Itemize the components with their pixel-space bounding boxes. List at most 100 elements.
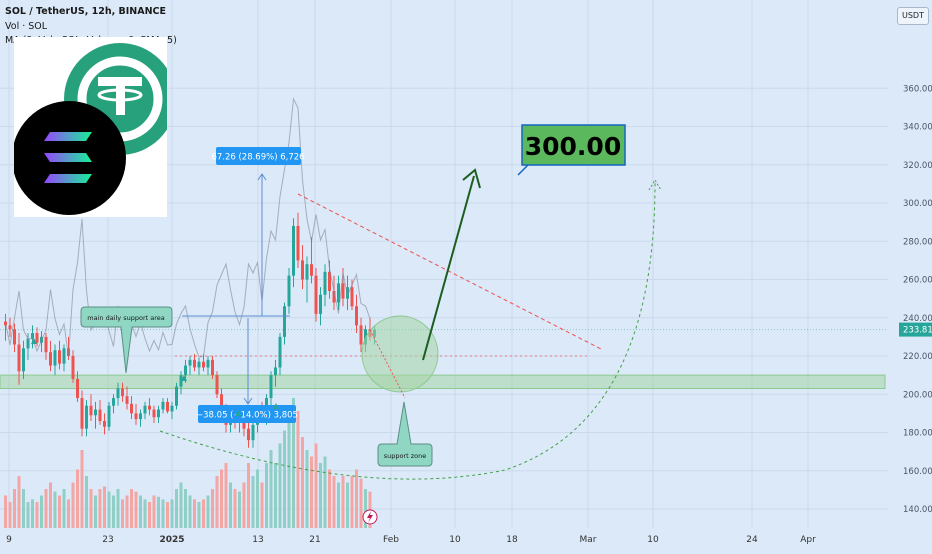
candle-body: [17, 344, 21, 372]
candle: [292, 218, 295, 288]
candle-body: [287, 275, 291, 307]
volume-bar: [58, 495, 61, 528]
candle-body: [143, 405, 147, 414]
candle-body: [211, 359, 214, 376]
logo-image: [14, 37, 167, 217]
measure-up-label: 67.26 (28.69%) 6,726: [211, 147, 305, 165]
volume-bar: [49, 482, 52, 528]
volume-bar: [67, 499, 70, 528]
volume-bar: [220, 469, 223, 528]
candle: [296, 212, 300, 269]
candle: [274, 359, 277, 387]
signal-marker: [181, 375, 187, 381]
volume-bar: [188, 495, 192, 528]
candle-body: [8, 325, 12, 330]
price-tick-label: 220.00: [903, 352, 932, 362]
volume-bar: [265, 463, 268, 528]
candle-body: [301, 260, 304, 280]
volume-bar: [184, 489, 187, 528]
volume-bar: [301, 437, 304, 528]
volume-bar: [53, 491, 57, 528]
signal-marker: [31, 338, 37, 344]
candle-body: [202, 361, 205, 368]
candle: [94, 401, 97, 429]
candle-body: [76, 378, 79, 399]
candle-body: [80, 398, 84, 429]
candle-body: [22, 348, 25, 372]
candle: [62, 344, 66, 372]
candle-body: [58, 350, 61, 364]
candle-body: [193, 359, 196, 368]
time-tick-label: 23: [102, 535, 113, 545]
volume-bar: [148, 502, 151, 528]
price-tick-label: 200.00: [903, 390, 932, 400]
candle: [130, 396, 133, 420]
candle-body: [116, 388, 120, 399]
volume-bar: [256, 469, 259, 528]
candle: [139, 409, 142, 427]
symbol-title[interactable]: SOL / TetherUS, 12h, BINANCE: [5, 6, 167, 17]
candle: [319, 287, 322, 326]
candle: [278, 333, 282, 376]
candle-body: [242, 419, 246, 429]
candle-body: [13, 329, 16, 345]
candle: [116, 382, 120, 406]
candle: [206, 356, 210, 376]
time-axis[interactable]: 9 23 2025 13 21 Feb 10 18 Mar 10 24 Apr: [6, 535, 816, 545]
candle-body: [364, 329, 367, 345]
candle-body: [152, 409, 156, 418]
candle-body: [170, 405, 174, 412]
volume-bar: [193, 499, 196, 528]
candle: [152, 405, 156, 423]
candle-body: [161, 401, 165, 410]
candle-body: [31, 333, 34, 339]
candle-body: [89, 405, 93, 416]
volume-bar: [89, 489, 93, 528]
candle-body: [71, 356, 75, 379]
volume-bar: [175, 489, 178, 528]
time-tick-label: 13: [252, 535, 263, 545]
volume-bar: [166, 502, 169, 528]
candle-body: [85, 405, 88, 429]
volume-bar: [364, 489, 367, 528]
signal-marker: [273, 403, 279, 409]
volume-bar: [355, 469, 358, 528]
volume-bar: [247, 463, 250, 528]
candle: [107, 401, 111, 431]
volume-bar: [238, 491, 241, 528]
candle-body: [184, 365, 187, 376]
candle: [148, 398, 151, 416]
candle-body: [296, 225, 300, 261]
currency-button[interactable]: USDT: [897, 7, 929, 25]
candle-body: [274, 367, 277, 376]
volume-bar: [157, 496, 160, 528]
time-tick-label: Mar: [580, 535, 597, 545]
candle: [269, 371, 273, 406]
price-tick-label: 360.00: [903, 84, 932, 94]
candle: [193, 354, 196, 372]
candle: [35, 327, 39, 347]
volume-bar: [350, 476, 354, 528]
volume-bar: [98, 489, 102, 528]
price-axis[interactable]: 140.00 160.00 180.00 200.00 220.00 240.00 260.…: [899, 84, 932, 515]
candle: [26, 333, 30, 360]
volume-bar: [292, 398, 295, 528]
volume-bar: [202, 499, 205, 528]
candle-body: [346, 287, 349, 299]
volume-bar: [103, 486, 106, 528]
candle: [359, 317, 363, 353]
candle-body: [130, 403, 133, 414]
volume-indicator-label[interactable]: Vol · SOL: [5, 21, 48, 32]
candle-body: [359, 325, 363, 345]
volume-bar: [76, 469, 79, 528]
recovery-curve: [159, 182, 656, 480]
candle: [49, 340, 52, 372]
candle-body: [44, 336, 48, 353]
time-tick-label: 9: [6, 535, 12, 545]
candle-body: [278, 336, 282, 368]
volume-bar: [296, 411, 300, 528]
volume-bar: [215, 476, 219, 528]
candle-body: [332, 290, 336, 303]
price-tick-label: 280.00: [903, 237, 932, 247]
candle: [301, 245, 304, 290]
